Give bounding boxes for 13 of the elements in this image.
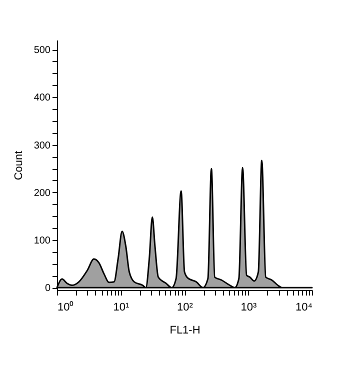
x-tick-label: 10⁰ [58,300,74,314]
x-tick-label: 10³ [240,302,258,314]
y-tick-label: 200 [34,188,51,199]
y-tick-label: 400 [34,92,51,104]
y-tick-label: 0 [44,283,51,294]
x-tick-label: 10⁴ [296,302,313,314]
y-tick-label: 500 [34,45,51,56]
x-axis-title: FL1-H [170,324,200,336]
y-axis-title: Count [12,150,25,180]
x-tick-label: 10¹ [113,302,130,314]
x-tick-label: 10² [177,302,194,314]
y-tick-label: 300 [34,140,51,152]
y-tick-label: 100 [34,236,51,246]
